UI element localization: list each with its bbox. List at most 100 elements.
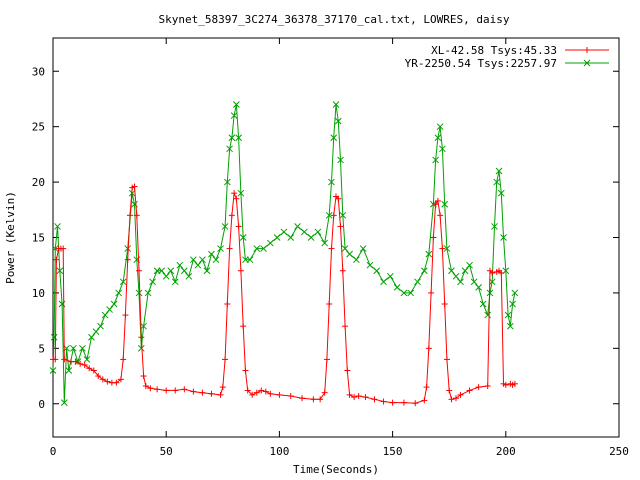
data-point [475,284,482,291]
data-point [124,256,131,263]
data-point [332,101,340,108]
legend-label: XL-42.58 Tsys:45.33 [431,44,557,57]
data-point [337,156,344,164]
data-point [53,256,60,263]
data-point [314,228,322,236]
data-point [140,322,147,330]
data-point [219,384,226,391]
data-point [104,378,111,385]
data-point [466,261,473,269]
data-point [237,189,245,197]
data-point [366,261,374,269]
data-point [51,245,59,252]
data-point [54,223,61,230]
data-point [479,300,487,308]
data-point [346,391,353,398]
data-point [359,245,367,252]
data-point [61,356,68,363]
data-point [237,267,244,274]
data-point [199,389,206,396]
data-point [115,289,123,297]
data-point [441,301,448,307]
data-point [52,356,59,363]
data-point [230,112,238,119]
data-point [341,245,349,252]
data-point [457,391,464,398]
data-point [199,256,206,264]
data-point [457,278,464,286]
data-point [346,250,353,258]
y-tick-label: 10 [32,287,45,300]
chart-title: Skynet_58397_3C274_36378_37170_cal.txt, … [159,13,510,26]
x-axis-label: Time(Seconds) [293,463,379,476]
data-point [400,289,408,297]
data-point [351,394,358,401]
legend-label: YR-2250.54 Tsys:2257.97 [405,57,557,70]
data-point [425,250,433,258]
data-point [158,267,166,275]
data-point [335,195,342,202]
data-point [475,384,482,391]
data-point [294,223,301,230]
y-tick-label: 25 [32,121,45,134]
data-point [113,379,120,386]
data-point [326,301,333,307]
data-point [224,301,231,307]
data-point [124,245,132,252]
data-point [325,211,333,219]
data-point [493,178,501,186]
data-point [60,245,67,252]
data-point [56,267,64,275]
data-point [434,197,441,204]
data-point [504,311,512,319]
x-tick-label: 150 [383,445,403,458]
data-point [300,228,308,236]
data-point [92,328,100,336]
data-point [500,234,507,241]
data-point [181,386,188,393]
series-0 [50,183,518,407]
x-tick-label: 250 [609,445,629,458]
data-point [334,117,342,125]
data-point [90,367,97,374]
data-point [414,278,421,286]
data-point [136,267,143,274]
data-point [287,392,294,399]
data-point [452,395,459,402]
data-point [147,385,154,392]
data-point [110,300,118,308]
data-point [484,383,491,390]
data-point [138,334,145,341]
data-point [226,145,233,153]
data-point [235,134,243,142]
data-point [339,211,347,219]
y-axis: 0 5 10 15 20 25 30 [32,65,619,411]
data-point [330,134,338,142]
data-point [97,322,104,330]
data-point [240,323,247,330]
data-point [434,134,442,142]
data-point [228,134,236,142]
data-point [273,234,281,241]
data-point [65,367,73,374]
data-point [448,396,455,403]
data-point [380,278,387,286]
data-point [70,344,77,352]
data-point [511,289,519,297]
data-point [317,396,324,403]
data-point [235,223,242,230]
data-point [436,123,444,131]
data-point [420,267,428,275]
data-point [208,390,215,397]
data-point [491,223,498,230]
data-point [137,344,145,352]
x-tick-label: 50 [160,445,173,458]
data-point [131,183,138,190]
data-point [239,234,247,241]
data-point [337,223,344,230]
data-point [79,344,86,352]
data-point [117,376,124,383]
data-point [142,383,149,390]
data-point [506,322,514,330]
